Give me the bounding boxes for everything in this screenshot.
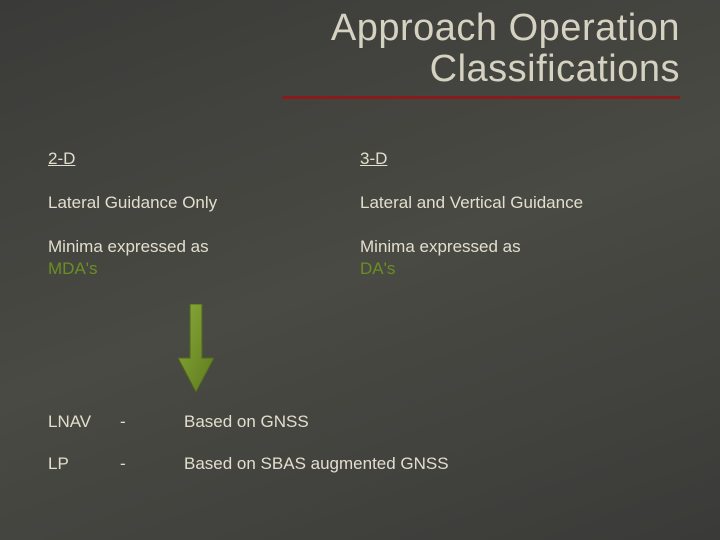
table-row: Lateral Guidance Only Lateral and Vertic… (48, 192, 672, 214)
cell-minima-da: Minima expressed as DA's (360, 236, 672, 280)
minima-prefix-left: Minima expressed as (48, 237, 209, 256)
table-row: Minima expressed as MDA's Minima express… (48, 236, 672, 280)
minima-prefix-right: Minima expressed as (360, 237, 521, 256)
comparison-table: 2-D 3-D Lateral Guidance Only Lateral an… (48, 148, 672, 302)
list-item: LNAV - Based on GNSS (48, 412, 672, 432)
list-item: LP - Based on SBAS augmented GNSS (48, 454, 672, 474)
dash-separator: - (120, 412, 184, 432)
title-line-1: Approach Operation (282, 8, 680, 49)
col-header-3d: 3-D (360, 148, 672, 170)
dash-separator: - (120, 454, 184, 474)
down-arrow-icon (178, 304, 214, 392)
da-accent: DA's (360, 259, 395, 278)
title-line-2: Classifications (282, 49, 680, 90)
approach-desc: Based on SBAS augmented GNSS (184, 454, 672, 474)
cell-lateral-only: Lateral Guidance Only (48, 192, 360, 214)
cell-lateral-vertical: Lateral and Vertical Guidance (360, 192, 672, 214)
title-underline (282, 96, 680, 99)
table-row: 2-D 3-D (48, 148, 672, 170)
mda-accent: MDA's (48, 259, 98, 278)
col-header-2d: 2-D (48, 148, 360, 170)
cell-minima-mda: Minima expressed as MDA's (48, 236, 360, 280)
approach-desc: Based on GNSS (184, 412, 672, 432)
slide-title: Approach Operation Classifications (282, 8, 680, 99)
approach-types-list: LNAV - Based on GNSS LP - Based on SBAS … (48, 412, 672, 496)
approach-label-lnav: LNAV (48, 412, 120, 432)
approach-label-lp: LP (48, 454, 120, 474)
